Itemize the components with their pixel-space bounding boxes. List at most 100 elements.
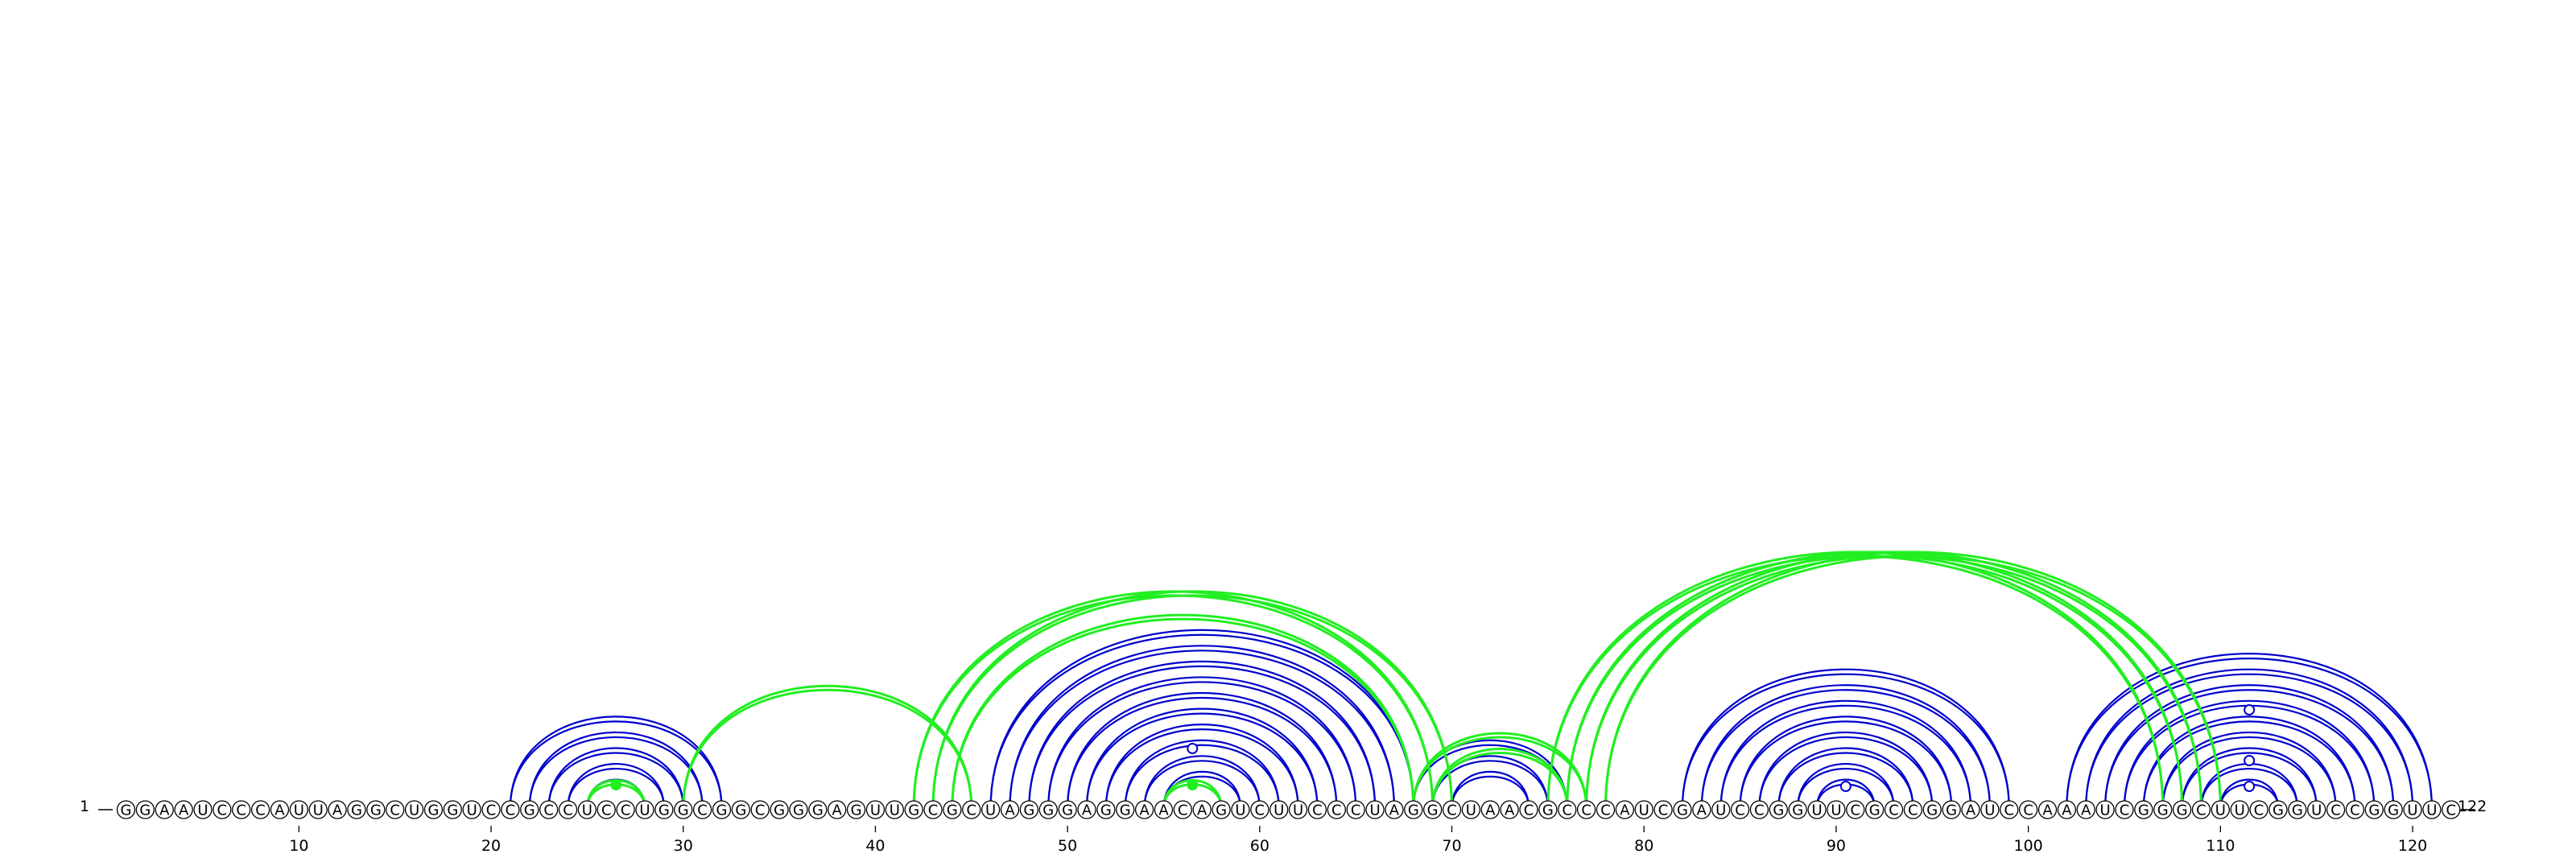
nucleotide-circle: [1846, 800, 1865, 819]
tick-label: 50: [1058, 837, 1077, 855]
nucleotide-circle: [1519, 800, 1538, 819]
nucleotide-letter: U: [313, 802, 324, 819]
nucleotide: A: [1480, 800, 1500, 819]
nucleotide: G: [1538, 800, 1558, 819]
nucleotide-circle: [1480, 800, 1500, 819]
nucleotide: G: [1942, 800, 1961, 819]
nucleotide: A: [2037, 800, 2058, 819]
nucleotide-circle: [750, 800, 770, 819]
blue-pair-arc: [1700, 684, 1991, 809]
nucleotide-circle: [232, 800, 251, 819]
blue-arc-layer: [509, 629, 2433, 809]
nucleotide: G: [1019, 800, 1039, 819]
nucleotide-circle: [308, 800, 328, 819]
nucleotide-letter: C: [2120, 802, 2130, 819]
nucleotide-letter: C: [1851, 802, 1861, 819]
nucleotide-letter: G: [1427, 802, 1439, 819]
nucleotide-letter: U: [870, 802, 881, 819]
nucleotide-circle: [923, 800, 943, 819]
blue-pair-arc: [1719, 704, 1972, 809]
nucleotide: G: [135, 800, 155, 819]
nucleotide-letter: G: [370, 802, 382, 819]
green-pair-arc: [912, 594, 1435, 809]
nucleotide-circle: [1173, 800, 1192, 819]
nucleotide-circle: [1942, 800, 1961, 819]
nucleotide-circle: [347, 800, 366, 819]
nucleotide-letter: G: [447, 802, 458, 819]
green-pair-arc: [951, 617, 1415, 809]
nucleotide: C: [1884, 800, 1904, 819]
nucleotide: C: [2249, 800, 2268, 819]
blue-pair-arc: [2181, 752, 2318, 809]
nucleotide-circle: [2115, 800, 2134, 819]
blue-pair-arc: [2085, 673, 2414, 809]
nucleotide-circle: [1154, 800, 1174, 819]
nucleotide-circle: [1903, 800, 1923, 819]
nucleotide-letter: U: [467, 802, 477, 819]
nucleotide: A: [1192, 800, 1212, 819]
nucleotide-letter: G: [908, 802, 919, 819]
nucleotide-circle: [2076, 800, 2095, 819]
nucleotide-letter: C: [1889, 802, 1899, 819]
nucleotide-letter: U: [409, 802, 419, 819]
nucleotide-circle: [2153, 800, 2173, 819]
green-pair-arc: [931, 594, 1454, 809]
nucleotide-circle: [692, 800, 712, 819]
nucleotide-circle: [1653, 800, 1673, 819]
nucleotide-circle: [1500, 800, 1519, 819]
nucleotide: A: [2076, 800, 2095, 819]
nucleotide: A: [1615, 800, 1635, 819]
nucleotide: G: [731, 800, 750, 819]
nucleotide-circle: [1269, 800, 1289, 819]
nucleotide: A: [1961, 800, 1980, 819]
nucleotide-letter: G: [1216, 802, 1227, 819]
nucleotide-circle: [635, 800, 654, 819]
nucleotide-circle: [1365, 800, 1385, 819]
nucleotide-letter: G: [2292, 802, 2303, 819]
nucleotide-letter: U: [2215, 802, 2226, 819]
nucleotide-letter: G: [1542, 802, 1554, 819]
nucleotide-circle: [2403, 800, 2422, 819]
green-arc-layer: [585, 551, 2222, 809]
nucleotide-letter: A: [1158, 802, 1169, 819]
nucleotide-circle: [1346, 800, 1365, 819]
nucleotide: C: [1749, 800, 1769, 819]
nucleotide-circle: [2268, 800, 2288, 819]
nucleotide: G: [1922, 800, 1942, 819]
nucleotide-circle: [865, 800, 886, 819]
nucleotide-letter: C: [486, 802, 497, 819]
tick-label: 80: [1634, 837, 1653, 855]
nucleotide: U: [1711, 800, 1731, 819]
nucleotide-letter: A: [1005, 802, 1015, 819]
nucleotide-letter: C: [1581, 802, 1591, 819]
nucleotide: G: [1673, 800, 1692, 819]
nucleotide-circle: [1673, 800, 1692, 819]
nucleotide: C: [750, 800, 770, 819]
nucleotide-letter: C: [1600, 802, 1611, 819]
nucleotide-letter: G: [2177, 802, 2188, 819]
nucleotide-letter: C: [1312, 802, 1323, 819]
nucleotide: G: [347, 800, 366, 819]
nucleotide-letter: C: [1255, 802, 1265, 819]
loop-marker: [1839, 781, 1852, 792]
nucleotide: C: [1558, 800, 1577, 819]
nucleotide: U: [2307, 800, 2326, 819]
blue-pair-arc: [1009, 645, 1396, 809]
tick-label: 20: [481, 837, 501, 855]
nucleotide-circle: [250, 800, 270, 819]
nucleotide: G: [2288, 800, 2307, 819]
nucleotide: G: [1423, 800, 1443, 819]
blue-pair-arc: [2123, 699, 2376, 809]
nucleotide-letter: U: [985, 802, 996, 819]
nucleotide: G: [2268, 800, 2288, 819]
blue-pair-arc: [1143, 760, 1261, 809]
nucleotide: G: [1096, 800, 1116, 819]
nucleotide: C: [539, 800, 559, 819]
nucleotide-circle: [712, 800, 732, 819]
nucleotide: U: [308, 800, 328, 819]
loop-marker: [2244, 755, 2256, 766]
nucleotide-circle: [1827, 800, 1846, 819]
nucleotide-circle: [1538, 800, 1558, 819]
nucleotide-letter: U: [2407, 802, 2417, 819]
